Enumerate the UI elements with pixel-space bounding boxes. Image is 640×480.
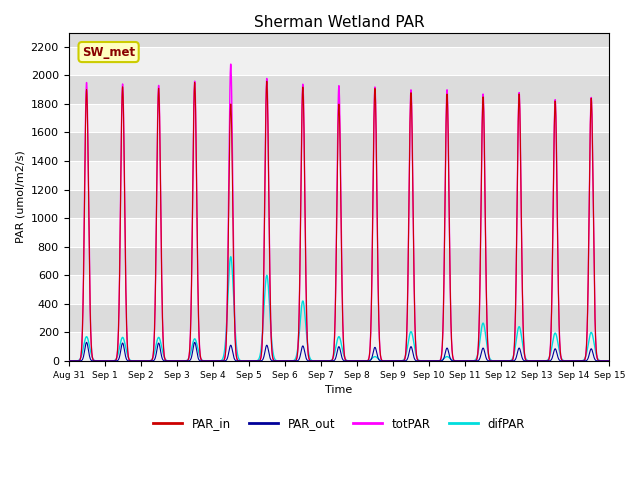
Title: Sherman Wetland PAR: Sherman Wetland PAR [253,15,424,30]
PAR_out [83,339,90,345]
Line: difPAR: difPAR [68,257,609,361]
Line: PAR_out: PAR_out [68,342,609,361]
totPAR [595,358,603,364]
difPAR [537,358,545,364]
PAR_in [595,358,603,364]
difPAR [159,348,166,353]
Bar [68,190,609,218]
PAR_out [605,358,613,364]
PAR_out [296,355,303,361]
difPAR [227,254,235,260]
Bar [68,332,609,361]
totPAR [159,307,166,312]
PAR_out [127,358,134,364]
Text: SW_met: SW_met [82,46,135,59]
totPAR [537,358,545,364]
difPAR [126,357,134,363]
totPAR [126,358,134,364]
difPAR [272,358,280,363]
Bar [68,275,609,304]
PAR_in [537,358,545,364]
PAR_in [263,78,271,84]
PAR_in [272,358,280,364]
difPAR [605,358,613,364]
difPAR [353,358,361,364]
PAR_out [595,358,603,364]
difPAR [296,327,303,333]
PAR_in [159,307,166,313]
Legend: PAR_in, PAR_out, totPAR, difPAR: PAR_in, PAR_out, totPAR, difPAR [148,413,530,435]
totPAR [227,61,235,67]
Line: PAR_in: PAR_in [68,81,609,361]
Line: totPAR: totPAR [68,64,609,361]
PAR_in [126,358,134,364]
Bar [68,304,609,332]
PAR_in [296,292,303,298]
difPAR [595,357,603,363]
difPAR [65,358,72,364]
totPAR [296,291,303,297]
Y-axis label: PAR (umol/m2/s): PAR (umol/m2/s) [15,150,25,243]
Bar [68,104,609,132]
PAR_out [65,358,72,364]
PAR_in [65,358,72,364]
Bar [68,161,609,190]
PAR_out [537,358,545,364]
Bar [68,47,609,75]
PAR_out [159,356,166,362]
Bar [68,247,609,275]
totPAR [605,358,613,364]
Bar [68,75,609,104]
totPAR [272,358,280,364]
Bar [68,132,609,161]
X-axis label: Time: Time [325,385,353,395]
totPAR [65,358,72,364]
PAR_out [272,358,280,364]
Bar [68,218,609,247]
PAR_in [605,358,613,364]
